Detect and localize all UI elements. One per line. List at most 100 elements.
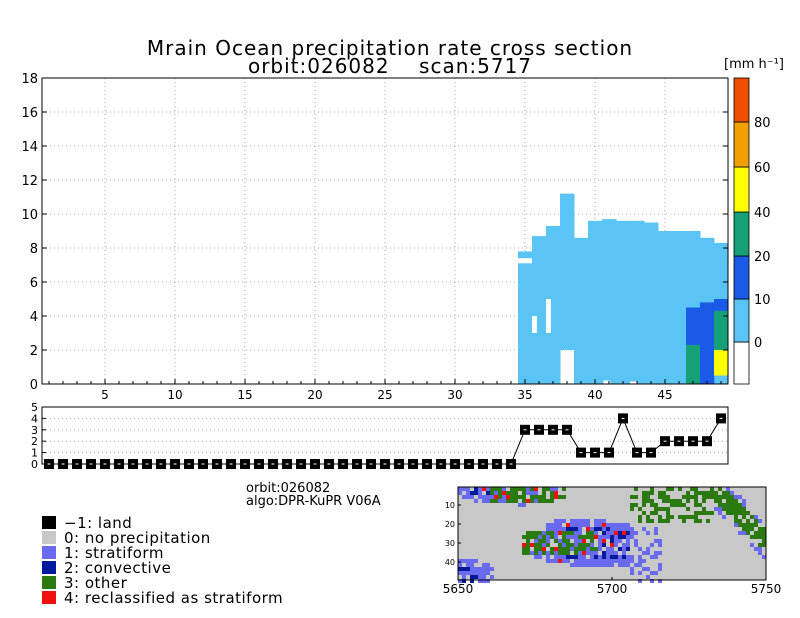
- map-cell: [546, 499, 550, 503]
- map-x-tick-label: 5650: [443, 582, 474, 596]
- map-cell: [654, 531, 658, 535]
- map-cell: [546, 531, 550, 535]
- map-cell: [586, 523, 590, 527]
- map-cell: [462, 575, 466, 579]
- map-cell: [650, 543, 654, 547]
- map-cell: [614, 531, 618, 535]
- map-cell: [654, 571, 658, 575]
- x-tick-label: 30: [447, 388, 462, 402]
- map-cell: [582, 519, 586, 523]
- map-cell: [646, 499, 650, 503]
- map-cell: [542, 491, 546, 495]
- map-cell: [598, 539, 602, 543]
- map-cell: [478, 491, 482, 495]
- map-cell: [762, 543, 766, 547]
- map-cell: [574, 531, 578, 535]
- map-cell: [646, 551, 650, 555]
- map-cell: [566, 559, 570, 563]
- map-cell: [574, 539, 578, 543]
- map-cell: [678, 515, 682, 519]
- map-cell: [650, 503, 654, 507]
- map-cell: [546, 555, 550, 559]
- precip-notch: [546, 299, 551, 333]
- map-cell: [502, 495, 506, 499]
- map-cell: [602, 559, 606, 563]
- map-cell: [474, 571, 478, 575]
- map-cell: [758, 547, 762, 551]
- y-tick-label: 12: [21, 174, 38, 189]
- map-cell: [610, 543, 614, 547]
- map-cell: [662, 491, 666, 495]
- map-cell: [586, 563, 590, 567]
- map-cell: [574, 555, 578, 559]
- map-cell: [606, 523, 610, 527]
- map-cell: [494, 491, 498, 495]
- map-cell: [698, 511, 702, 515]
- map-cell: [618, 527, 622, 531]
- map-cell: [462, 579, 466, 583]
- map-cell: [494, 487, 498, 491]
- legend-swatch-convective: [42, 561, 56, 574]
- map-cell: [578, 527, 582, 531]
- map-cell: [746, 531, 750, 535]
- map-cell: [462, 567, 466, 571]
- map-cell: [634, 531, 638, 535]
- map-cell: [646, 547, 650, 551]
- x-tick-label: 40: [587, 388, 602, 402]
- map-cell: [530, 495, 534, 499]
- map-cell: [558, 559, 562, 563]
- map-cell: [486, 499, 490, 503]
- map-cell: [598, 519, 602, 523]
- map-cell: [482, 487, 486, 491]
- map-cell: [474, 559, 478, 563]
- map-cell: [622, 531, 626, 535]
- x-tick-label: 45: [657, 388, 672, 402]
- map-cell: [458, 579, 462, 583]
- map-cell: [738, 519, 742, 523]
- map-cell: [550, 523, 554, 527]
- y-tick-label: 0: [30, 378, 38, 393]
- map-cell: [582, 563, 586, 567]
- map-cell: [658, 539, 662, 543]
- map-cell: [482, 575, 486, 579]
- map-cell: [498, 495, 502, 499]
- map-cell: [566, 527, 570, 531]
- map-cell: [726, 491, 730, 495]
- map-cell: [630, 571, 634, 575]
- map-cell: [638, 547, 642, 551]
- map-cell: [630, 559, 634, 563]
- y-tick-label: 2: [30, 344, 38, 359]
- map-cell: [534, 491, 538, 495]
- map-cell: [538, 551, 542, 555]
- map-cell: [538, 535, 542, 539]
- map-cell: [594, 527, 598, 531]
- map-cell: [582, 559, 586, 563]
- map-cell: [642, 499, 646, 503]
- map-cell: [534, 535, 538, 539]
- colorbar-label: 40: [754, 206, 771, 221]
- map-cell: [558, 543, 562, 547]
- map-cell: [594, 523, 598, 527]
- map-cell: [590, 555, 594, 559]
- precip-column: [588, 220, 603, 384]
- map-cell: [578, 523, 582, 527]
- map-cell: [478, 487, 482, 491]
- map-cell: [614, 535, 618, 539]
- map-cell: [610, 523, 614, 527]
- map-cell: [590, 535, 594, 539]
- map-cell: [682, 519, 686, 523]
- map-cell: [654, 551, 658, 555]
- map-cell: [490, 495, 494, 499]
- map-cell: [754, 547, 758, 551]
- map-cell: [630, 507, 634, 511]
- map-cell: [706, 511, 710, 515]
- map-cell: [710, 487, 714, 491]
- map-cell: [554, 539, 558, 543]
- map-cell: [606, 563, 610, 567]
- map-cell: [630, 495, 634, 499]
- map-cell: [562, 531, 566, 535]
- swath-map: [457, 486, 767, 583]
- map-cell: [546, 559, 550, 563]
- map-cell: [478, 567, 482, 571]
- y-tick-label: 4: [30, 310, 38, 325]
